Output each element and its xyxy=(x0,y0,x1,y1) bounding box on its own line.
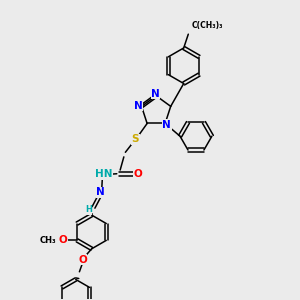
Text: S: S xyxy=(132,134,139,144)
Text: H: H xyxy=(85,206,92,214)
Text: N: N xyxy=(151,89,160,99)
Text: O: O xyxy=(58,236,67,245)
Text: C(CH₃)₃: C(CH₃)₃ xyxy=(192,22,224,31)
Text: N: N xyxy=(162,120,171,130)
Text: O: O xyxy=(78,254,87,265)
Text: N: N xyxy=(97,187,105,197)
Text: HN: HN xyxy=(95,169,113,179)
Text: N: N xyxy=(134,101,142,111)
Text: O: O xyxy=(134,169,142,179)
Text: CH₃: CH₃ xyxy=(40,236,56,245)
